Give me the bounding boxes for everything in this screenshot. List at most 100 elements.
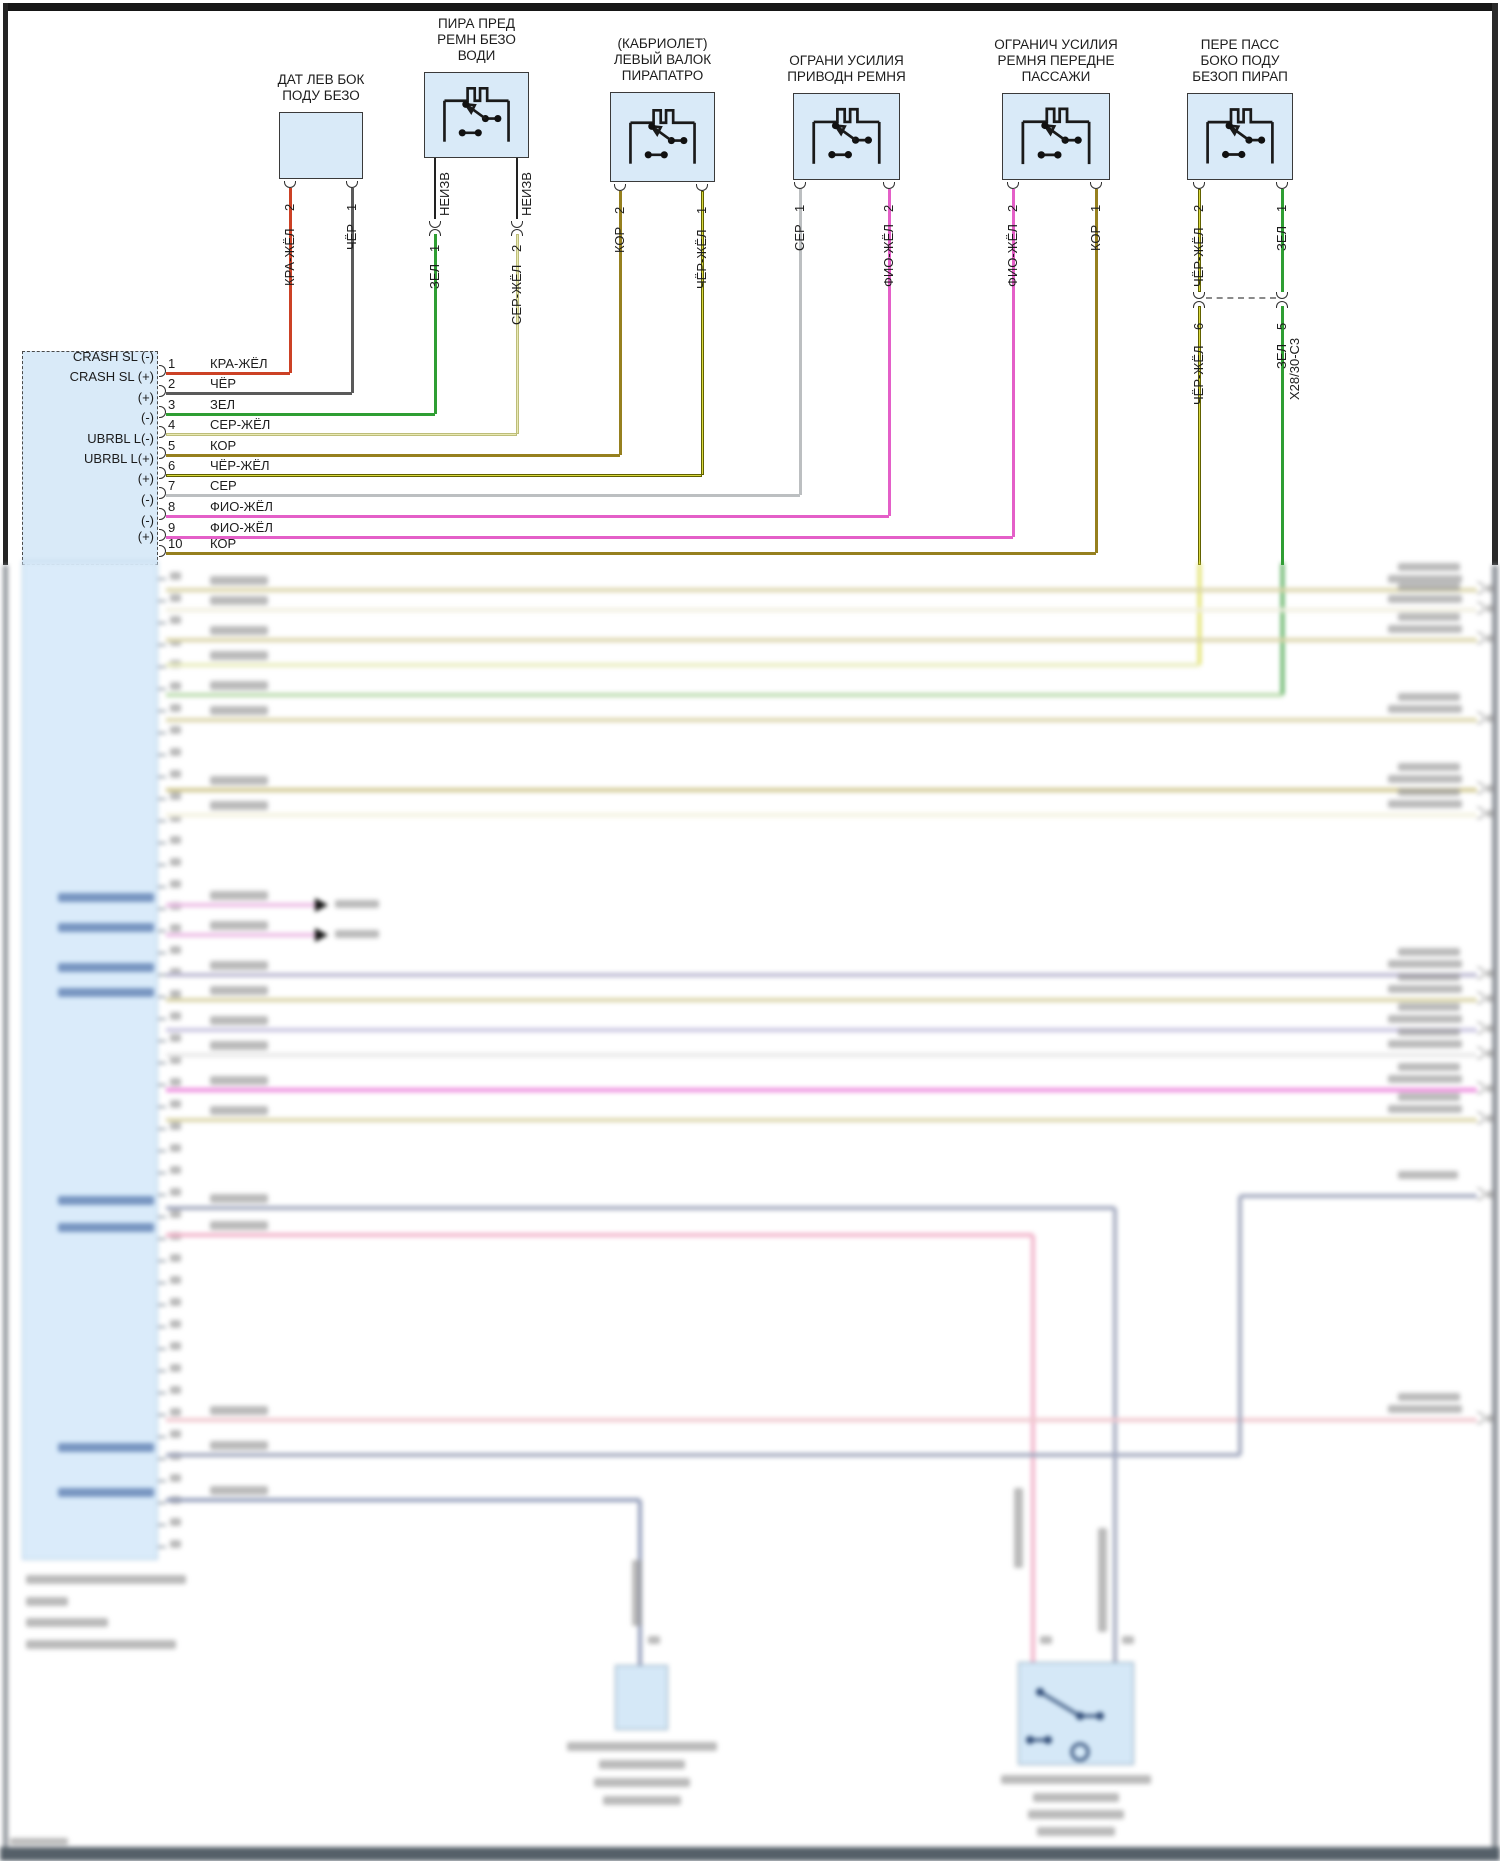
wire-horizontal-blurred xyxy=(166,903,315,907)
wire-horizontal-blurred xyxy=(166,998,1478,1002)
blurred-text-blob xyxy=(1122,1636,1134,1644)
module-pin-tick xyxy=(158,776,166,778)
wire-horizontal-blurred xyxy=(166,1418,1478,1422)
switch-symbol-icon xyxy=(1026,1688,1104,1762)
blurred-text-blob xyxy=(210,986,268,995)
module-pin-signal-label: (-) xyxy=(141,492,154,507)
blurred-text-blob xyxy=(1033,1793,1119,1802)
blurred-text-blob xyxy=(210,706,268,715)
module-pin-wire-color: ЗЕЛ xyxy=(210,397,236,412)
module-pin-wire-color: СЕР-ЖЁЛ xyxy=(210,417,271,432)
module-pin-wire-color: ЧЁР-ЖЁЛ xyxy=(210,458,270,473)
component-title: ПОДУ БЕЗО xyxy=(282,88,360,103)
blurred-text-blob xyxy=(170,726,181,734)
squib-igniter-icon xyxy=(443,86,510,142)
wire-horizontal-blurred xyxy=(166,638,1478,642)
component-title: ПАССАЖИ xyxy=(1021,69,1091,84)
module-pin-signal-label: CRASH SL (+) xyxy=(69,369,154,384)
wire-horizontal xyxy=(166,371,290,375)
blurred-text-blob xyxy=(1486,1415,1494,1422)
blurred-text-blob xyxy=(1398,763,1460,771)
blurred-text-blob xyxy=(632,1560,642,1626)
module-pin-tick xyxy=(158,1282,166,1284)
blurred-text-blob xyxy=(26,1575,186,1584)
blurred-text-blob xyxy=(1398,1063,1460,1071)
wire-horizontal xyxy=(166,514,889,518)
blurred-text-blob xyxy=(1398,583,1460,591)
wire-vertical-blurred xyxy=(1113,1208,1117,1662)
connector-arc-icon xyxy=(1477,807,1484,819)
diode-arrow-icon xyxy=(315,898,328,912)
component-box xyxy=(1002,93,1110,180)
connector-arc-icon xyxy=(1477,1047,1484,1059)
connector-arc-icon xyxy=(511,229,523,236)
blurred-text-blob xyxy=(170,1276,181,1284)
module-pin-signal-label: (-) xyxy=(141,513,154,528)
blurred-text-blob xyxy=(170,1078,181,1086)
squib-igniter-icon xyxy=(812,107,881,164)
component-title: ПЕРЕ ПАСС xyxy=(1200,37,1280,52)
connector-arc-icon xyxy=(1477,632,1484,644)
module-pin-number: 9 xyxy=(168,520,176,535)
module-pin-number: 7 xyxy=(168,478,176,493)
wire-horizontal xyxy=(166,432,517,436)
blurred-text-blob xyxy=(602,1796,681,1805)
page-frame-right xyxy=(1492,565,1498,1847)
blurred-text-blob xyxy=(170,638,181,646)
page-frame-top xyxy=(6,3,1496,11)
blurred-text-blob xyxy=(170,1100,181,1108)
component-title: РЕМНЯ ПЕРЕДНЕ xyxy=(997,53,1115,68)
component-title: БОКО ПОДУ xyxy=(1200,53,1280,68)
module-pin-wire-color: КРА-ЖЁЛ xyxy=(210,356,268,371)
blurred-text-blob xyxy=(58,923,154,932)
module-pin-tick xyxy=(158,1458,166,1460)
component-box xyxy=(610,92,715,182)
blurred-text-blob xyxy=(1486,970,1494,977)
wire-vertical xyxy=(1280,306,1284,565)
blurred-text-blob xyxy=(170,770,181,778)
blurred-text-blob xyxy=(170,1056,181,1064)
component-title: ОГРАНИЧ УСИЛИЯ xyxy=(994,37,1118,52)
wire-horizontal-blurred xyxy=(166,1088,1478,1092)
blurred-text-blob xyxy=(1486,1025,1494,1032)
module-pin-tick xyxy=(158,1414,166,1416)
blurred-text-blob xyxy=(210,1441,268,1450)
blurred-text-blob xyxy=(170,836,181,844)
connector-arc-icon xyxy=(1477,1188,1484,1200)
component-title: БЕЗОП ПИРАП xyxy=(1192,69,1288,84)
blurred-text-blob xyxy=(210,801,268,810)
module-pin-tick xyxy=(158,1260,166,1262)
module-pin-tick xyxy=(158,1106,166,1108)
wire-horizontal-blurred xyxy=(166,1498,640,1502)
blurred-text-blob xyxy=(58,893,154,902)
module-pin-tick xyxy=(158,1194,166,1196)
blurred-text-blob xyxy=(170,748,181,756)
blurred-text-blob xyxy=(170,1320,181,1328)
module-pin-number: 10 xyxy=(168,536,183,551)
module-pin-wire-color: СЕР xyxy=(210,478,237,493)
blurred-text-blob xyxy=(170,1408,181,1416)
component-title: ДАТ ЛЕВ БОК xyxy=(277,72,365,87)
blurred-text-blob xyxy=(1486,995,1494,1002)
connector-arc-icon xyxy=(1477,1412,1484,1424)
blurred-text-blob xyxy=(1037,1827,1115,1836)
blurred-text-blob xyxy=(170,990,181,998)
wire-horizontal-blurred xyxy=(166,693,1282,697)
blurred-text-blob xyxy=(1486,1115,1494,1122)
wire-vertical xyxy=(433,234,437,414)
blurred-text-blob xyxy=(210,1076,268,1085)
wire-horizontal-blurred xyxy=(166,663,1199,667)
blurred-text-blob xyxy=(170,572,181,580)
blurred-text-blob xyxy=(170,1012,181,1020)
connector-arc-icon xyxy=(1193,301,1205,308)
connector-arc-icon xyxy=(1477,1022,1484,1034)
module-pin-tick xyxy=(158,1018,166,1020)
module-pin-tick xyxy=(158,1062,166,1064)
module-pin-tick xyxy=(158,1326,166,1328)
blurred-text-blob xyxy=(210,1016,268,1025)
module-pin-number: 2 xyxy=(168,376,176,391)
module-pin-tick xyxy=(158,578,166,580)
blurred-text-blob xyxy=(170,1474,181,1482)
blurred-text-blob xyxy=(170,858,181,866)
wire-horizontal-blurred xyxy=(166,608,1478,612)
